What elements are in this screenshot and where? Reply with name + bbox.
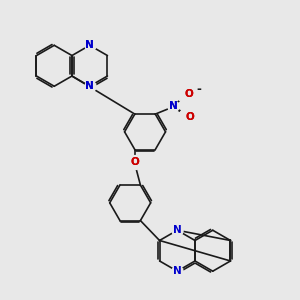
Text: N: N: [85, 81, 94, 91]
Text: O: O: [186, 112, 194, 122]
Text: -: -: [196, 83, 201, 97]
Text: N: N: [173, 225, 182, 235]
Text: N: N: [85, 40, 94, 50]
Text: N: N: [85, 40, 94, 50]
Text: N: N: [173, 266, 182, 276]
Text: O: O: [130, 157, 139, 167]
Text: N: N: [169, 101, 178, 111]
Text: O: O: [130, 157, 139, 167]
Text: N: N: [85, 81, 94, 91]
Text: O: O: [186, 112, 194, 122]
Text: O: O: [184, 89, 193, 99]
Text: N: N: [169, 101, 178, 111]
Text: O: O: [184, 89, 193, 99]
